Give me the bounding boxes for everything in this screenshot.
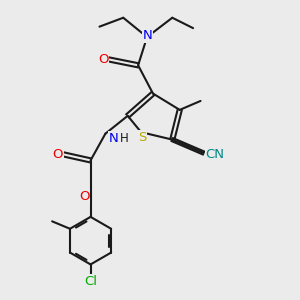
Text: O: O xyxy=(52,148,63,161)
Text: N: N xyxy=(143,29,152,42)
Text: S: S xyxy=(138,131,147,144)
Text: Cl: Cl xyxy=(84,275,97,288)
Text: H: H xyxy=(120,132,129,145)
Text: O: O xyxy=(98,53,109,66)
Text: O: O xyxy=(79,190,89,203)
Text: N: N xyxy=(109,132,119,145)
Text: CN: CN xyxy=(205,148,224,161)
